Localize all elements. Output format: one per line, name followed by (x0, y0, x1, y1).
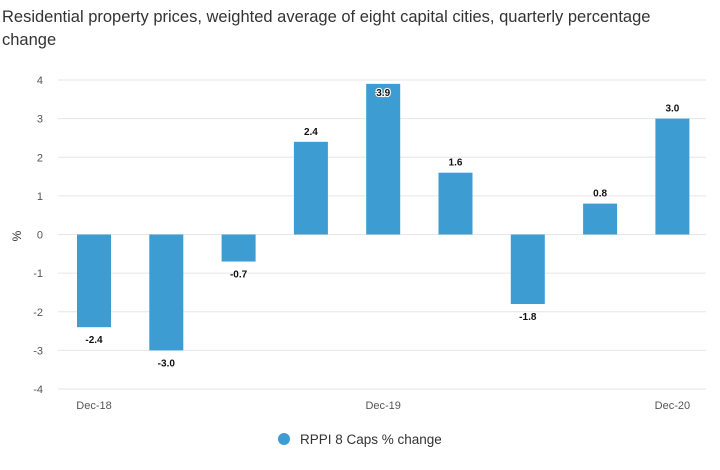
y-tick-label: 0 (37, 230, 43, 242)
y-tick-label: -3 (33, 345, 43, 357)
bar-dec-18[interactable] (77, 234, 111, 328)
legend-marker (278, 433, 291, 445)
x-tick-label: Dec-19 (365, 400, 400, 412)
x-tick-label: Dec-20 (655, 400, 690, 412)
y-axis-ticks: -4 -3 -2 -1 0 1 2 3 4 (33, 75, 43, 396)
bar-sep-19[interactable] (293, 141, 328, 235)
data-label: 3.0 (665, 104, 679, 115)
bar-mar-20[interactable] (438, 172, 473, 235)
x-axis-ticks: Dec-18 Dec-19 Dec-20 (76, 400, 690, 412)
y-tick-label: -1 (33, 268, 43, 280)
chart-title: Residential property prices, weighted av… (2, 8, 651, 49)
data-label: 0.8 (593, 189, 607, 200)
data-label: 3.9 (376, 88, 390, 99)
y-tick-label: -2 (33, 307, 43, 319)
bar-jun-20[interactable] (510, 234, 545, 305)
y-tick-label: 4 (37, 75, 43, 87)
data-label: -2.4 (85, 335, 103, 346)
data-label: 1.6 (449, 158, 463, 169)
bar-jun-19[interactable] (221, 234, 256, 262)
y-tick-label: 2 (37, 152, 43, 164)
bar-dec-19[interactable] (366, 83, 401, 235)
bar-mar-19[interactable] (149, 234, 184, 351)
bar-sep-20[interactable] (583, 203, 618, 235)
y-tick-label: -4 (33, 384, 43, 396)
data-label: -1.8 (519, 312, 537, 323)
data-label: 2.4 (304, 127, 318, 138)
legend[interactable]: RPPI 8 Caps % change (0, 432, 720, 447)
data-label: -0.7 (230, 270, 248, 281)
data-labels: -2.4 -3.0 -0.7 2.4 3.9 1.6 -1.8 0.8 3.0 (85, 87, 679, 370)
y-tick-label: 3 (37, 114, 43, 126)
y-tick-label: 1 (37, 191, 43, 203)
data-label: -3.0 (158, 358, 176, 369)
legend-label: RPPI 8 Caps % change (299, 432, 442, 447)
x-tick-label: Dec-18 (76, 400, 111, 412)
bar-dec-20[interactable] (655, 118, 690, 235)
bars (77, 83, 690, 351)
y-axis-label: % (10, 230, 24, 241)
bar-chart: -4 -3 -2 -1 0 1 2 3 4 -2.4 -3.0 -0.7 2.4 3.9 1.6 -1.8 0… (10, 75, 706, 412)
